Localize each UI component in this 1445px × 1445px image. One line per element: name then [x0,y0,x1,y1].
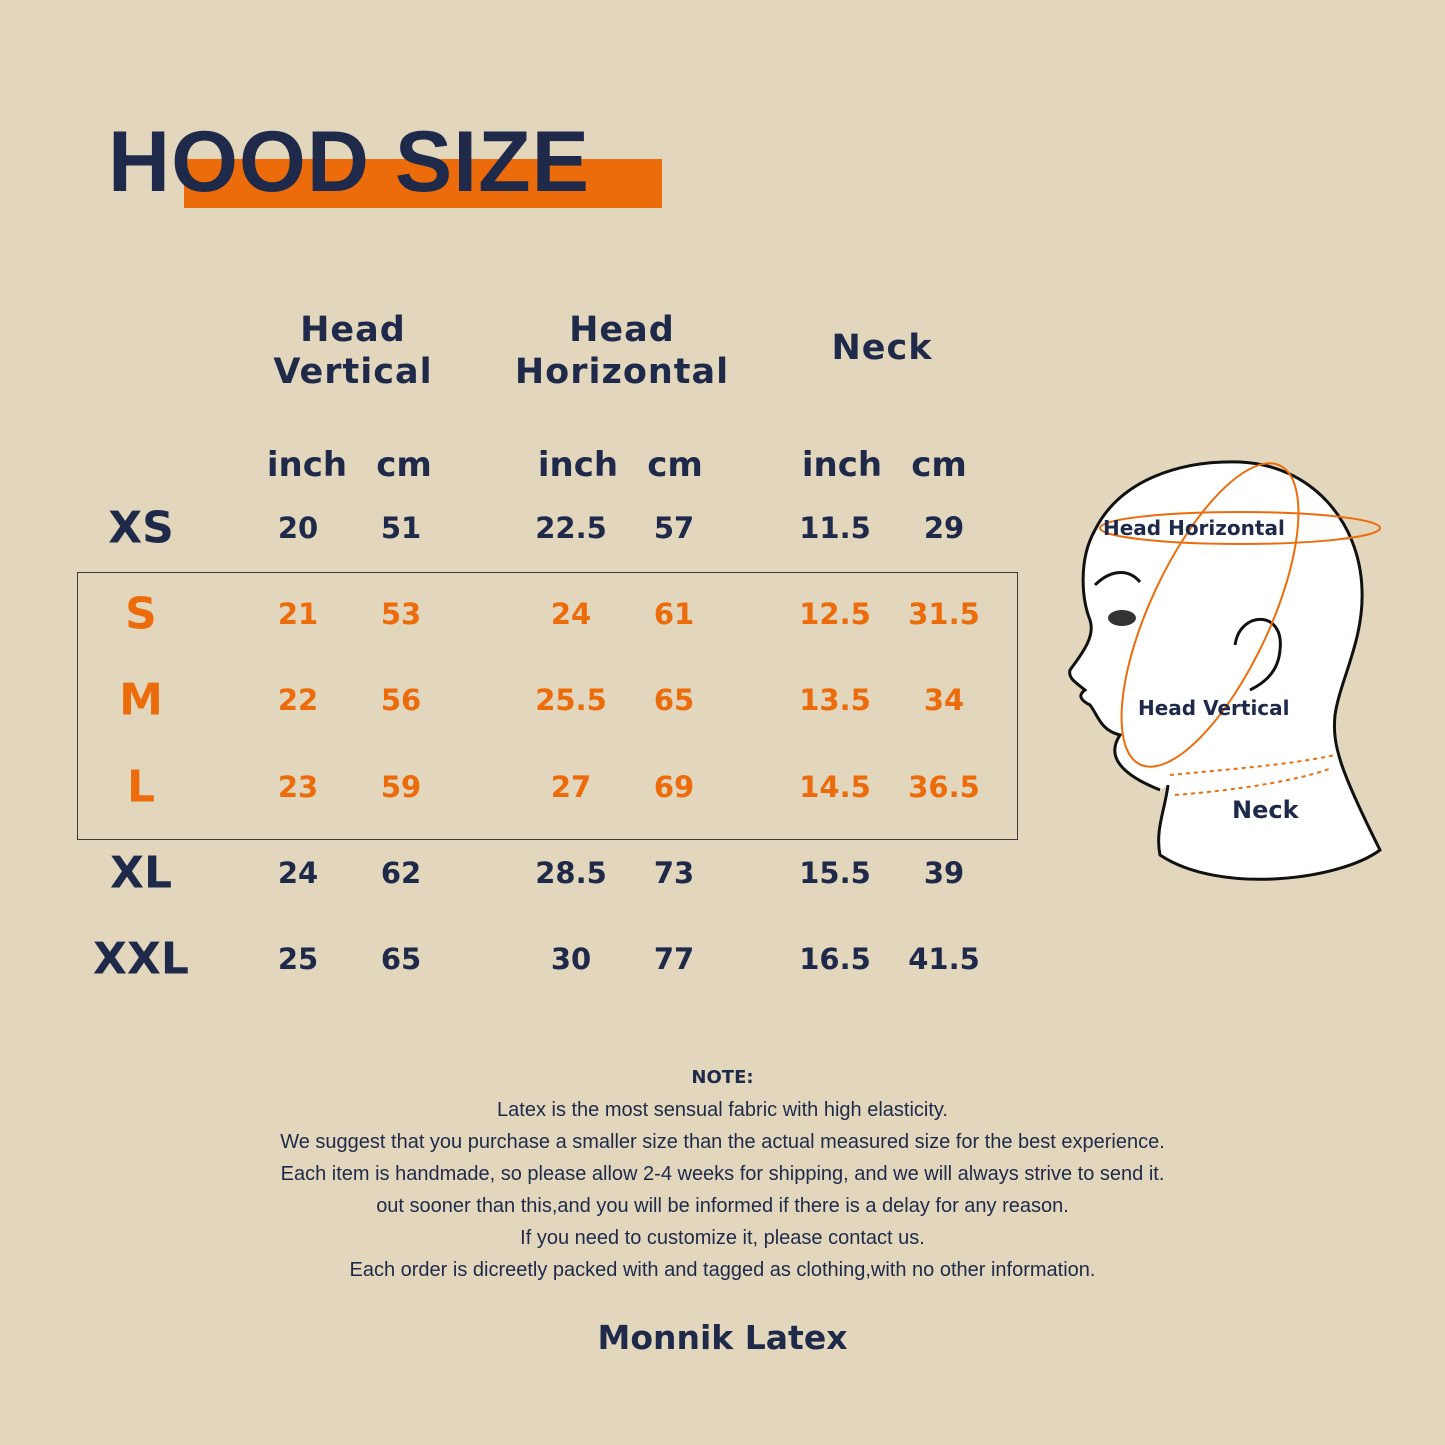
table-cell: 28.5 [535,856,607,890]
note-line: Each order is dicreetly packed with and … [349,1259,1096,1281]
page-title: HOOD SIZE [108,114,591,210]
note-line: Each item is handmade, so please allow 2… [280,1163,1165,1185]
table-cell: 62 [380,856,422,890]
head-vertical-label: Head Vertical [1138,696,1290,720]
note-section: NOTE: Latex is the most sensual fabric w… [0,1062,1445,1286]
neck-label: Neck [1232,796,1300,824]
table-cell: 22.5 [535,511,607,545]
table-cell: 57 [653,511,695,545]
note-line: Latex is the most sensual fabric with hi… [497,1099,948,1121]
note-line: If you need to customize it, please cont… [520,1227,925,1249]
table-cell: 41.5 [908,942,980,976]
table-cell: 34 [923,683,965,717]
head-diagram: Head Horizontal Head Vertical Neck [1068,460,1382,881]
size-label: XS [108,502,174,554]
table-cell: 77 [653,942,695,976]
ear [1233,617,1282,692]
table-cell: 15.5 [799,856,871,890]
title-highlight-bar [184,159,662,208]
unit-label: cm [911,445,967,485]
column-header: Vertical [273,352,433,392]
head-outline [1068,460,1382,881]
table-cell: 16.5 [799,942,871,976]
table-cell: 59 [380,770,422,804]
unit-label: cm [376,445,432,485]
eyebrow [1093,571,1142,587]
unit-label: inch [266,445,348,485]
table-cell: 69 [653,770,695,804]
table-cell: 30 [550,942,592,976]
table-cell: 25 [277,942,319,976]
table-cell: 51 [380,511,422,545]
size-label: L [126,761,156,813]
table-cell: 22 [277,683,319,717]
head-vertical-line [1120,462,1300,768]
table-cell: 65 [653,683,695,717]
table-cell: 56 [380,683,422,717]
note-heading: NOTE: [691,1067,754,1088]
table-cell: 11.5 [799,511,871,545]
brand-name: Monnik Latex [597,1318,848,1357]
table-cell: 36.5 [908,770,980,804]
table-cell: 24 [277,856,319,890]
table-cell: 25.5 [535,683,607,717]
column-header: Head [300,310,406,350]
table-cell: 65 [380,942,422,976]
unit-label: inch [801,445,883,485]
table-cell: 20 [277,511,319,545]
unit-label: cm [647,445,703,485]
head-horizontal-line [1099,511,1381,545]
table-cell: 21 [277,597,319,631]
column-header: Neck [831,328,933,368]
size-label: XL [110,847,172,899]
table-cell: 31.5 [908,597,980,631]
neck-line [1169,754,1336,796]
table-cell: 27 [550,770,592,804]
table-cell: 24 [550,597,592,631]
unit-label: inch [537,445,619,485]
table-cell: 23 [277,770,319,804]
table-cell: 14.5 [799,770,871,804]
table-cell: 12.5 [799,597,871,631]
size-label: XXL [93,933,189,985]
size-label: S [125,588,157,640]
note-line: out sooner than this,and you will be inf… [376,1195,1069,1217]
note-line: We suggest that you purchase a smaller s… [280,1131,1165,1153]
recommended-sizes-box [77,572,1018,840]
table-cell: 53 [380,597,422,631]
size-label: M [119,674,163,726]
table-cell: 73 [653,856,695,890]
eye [1108,610,1136,626]
table-cell: 39 [923,856,965,890]
table-cell: 29 [923,511,965,545]
table-cell: 13.5 [799,683,871,717]
table-cell: 61 [653,597,695,631]
column-header: Horizontal [514,352,730,392]
head-horizontal-label: Head Horizontal [1103,516,1285,540]
column-header: Head [569,310,675,350]
